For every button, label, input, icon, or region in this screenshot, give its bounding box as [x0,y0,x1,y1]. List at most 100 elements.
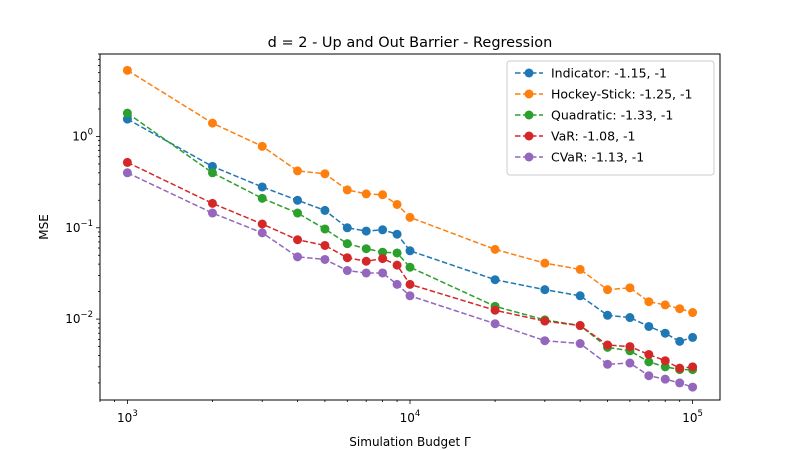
data-point [540,258,550,268]
data-point [405,246,415,256]
data-point [207,198,217,208]
data-point [207,161,217,171]
data-point [320,224,330,234]
legend-marker [524,152,534,162]
data-point [660,356,670,366]
axis-ticks: 103 104 105 100 10−1 10−2 [65,53,703,425]
data-point [257,141,267,151]
data-point [575,321,585,331]
data-point [361,189,371,199]
data-point [660,300,670,310]
data-point [490,275,500,285]
legend-marker [524,89,534,99]
data-point [392,199,402,209]
data-point [660,328,670,338]
data-point [122,168,132,178]
data-point [293,208,303,218]
data-point [675,304,685,314]
data-point [342,239,352,249]
data-point [257,182,267,192]
series-3 [122,157,698,373]
data-point [257,193,267,203]
data-point [675,336,685,346]
legend-label: Hockey-Stick: -1.25, -1 [551,87,692,102]
series-0 [122,114,698,346]
data-point [293,235,303,245]
data-point [405,212,415,222]
data-point [688,382,698,392]
data-point [625,342,635,352]
data-point [603,310,613,320]
data-point [342,253,352,263]
legend-label: Indicator: -1.15, -1 [551,66,667,81]
x-tick-label: 104 [400,409,421,425]
data-point [361,256,371,266]
data-point [644,297,654,307]
data-point [540,285,550,295]
data-point [405,262,415,272]
data-point [320,169,330,179]
data-point [688,308,698,318]
data-point [603,359,613,369]
data-point [378,190,388,200]
data-point [320,205,330,215]
data-point [392,260,402,270]
data-point [405,279,415,289]
data-point [361,226,371,236]
data-point [540,336,550,346]
data-point [378,268,388,278]
data-point [575,264,585,274]
y-tick-label: 100 [72,127,93,143]
data-point [207,118,217,128]
data-point [392,229,402,239]
data-point [361,268,371,278]
series-4 [122,168,698,392]
data-point [688,362,698,372]
legend-label: Quadratic: -1.33, -1 [551,108,673,123]
data-point [257,228,267,238]
chart-title: d = 2 - Up and Out Barrier - Regression [268,35,553,51]
data-point [361,244,371,254]
legend-label: CVaR: -1.13, -1 [551,150,644,165]
data-point [644,321,654,331]
data-point [625,283,635,293]
data-point [675,363,685,373]
data-point [293,166,303,176]
data-point [207,168,217,178]
legend-marker [524,68,534,78]
data-point [625,358,635,368]
data-point [122,108,132,118]
data-point [342,185,352,195]
x-axis-label: Simulation Budget Γ [349,435,471,449]
data-point [122,157,132,167]
data-point [625,313,635,323]
data-point [644,357,654,367]
data-point [490,305,500,315]
data-point [644,371,654,381]
data-point [575,339,585,349]
data-point [122,65,132,75]
x-tick-label: 105 [682,409,703,425]
data-point [540,316,550,326]
series-1 [122,65,698,318]
legend: Indicator: -1.15, -1 Hockey-Stick: -1.25,… [506,60,715,176]
data-point [378,254,388,264]
data-point [378,225,388,235]
data-point [603,285,613,295]
data-point [320,254,330,264]
data-point [575,291,585,301]
y-axis-label: MSE [37,214,51,240]
y-tick-label: 10−1 [65,219,93,235]
data-point [490,244,500,254]
data-point [378,247,388,257]
data-point [392,248,402,258]
data-point [342,266,352,276]
data-point [320,240,330,250]
data-point [644,349,654,359]
data-point [490,319,500,329]
data-point [675,378,685,388]
data-point [342,223,352,233]
data-point [257,219,267,229]
data-point [688,332,698,342]
